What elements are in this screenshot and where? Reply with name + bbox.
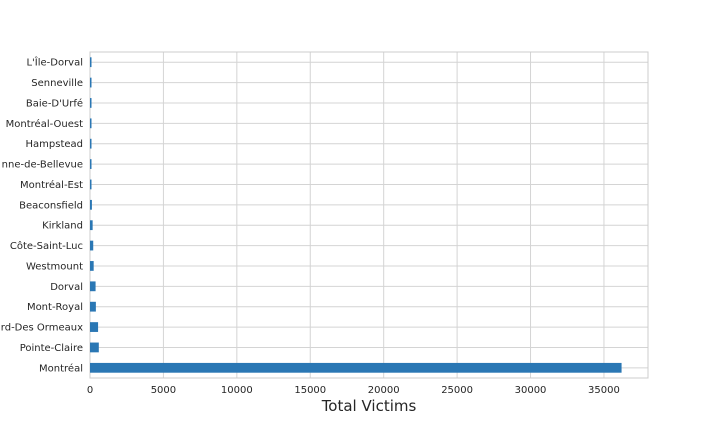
bar <box>90 179 92 190</box>
y-tick-label: Kirkland <box>42 221 83 232</box>
bar <box>90 159 92 169</box>
bars <box>90 57 622 373</box>
y-tick-label: Montréal-Est <box>20 179 83 191</box>
bar <box>90 240 94 251</box>
bar <box>90 362 622 373</box>
y-tick-label: Baie-D'Urfé <box>26 97 83 109</box>
x-tick-label: 30000 <box>515 385 547 396</box>
y-tick-label: nne-de-Bellevue <box>2 160 83 171</box>
x-tick-label: 0 <box>87 385 93 396</box>
y-tick-label: Beaconsfield <box>19 200 83 211</box>
y-tick-label: Montréal-Ouest <box>6 118 83 130</box>
y-tick-label: Pointe-Claire <box>20 343 83 354</box>
x-tick-labels: 0 5000 10000 15000 20000 25000 30000 35000 <box>87 385 620 396</box>
x-tick-label: 15000 <box>294 385 326 396</box>
y-tick-label: L'Île-Dorval <box>26 56 83 69</box>
x-tick-label: 10000 <box>221 385 253 396</box>
bar <box>90 138 92 149</box>
bar <box>90 342 99 353</box>
bar <box>90 199 92 210</box>
bar <box>90 281 96 292</box>
y-tick-label: Montréal <box>39 362 83 374</box>
bar <box>90 301 96 312</box>
bar <box>90 118 92 129</box>
y-tick-label: Côte-Saint-Luc <box>10 240 83 252</box>
y-tick-labels: Montréal Pointe-Claire rd-Des Ormeaux Mont-… <box>1 56 83 375</box>
x-tick-label: 25000 <box>441 385 473 396</box>
y-tick-label: Hampstead <box>26 139 84 150</box>
bar <box>90 261 94 271</box>
y-tick-label: rd-Des Ormeaux <box>1 323 83 334</box>
x-tick-label: 5000 <box>151 385 176 396</box>
y-tick-label: Mont-Royal <box>27 302 83 313</box>
y-tick-label: Senneville <box>31 78 83 89</box>
bar <box>90 77 92 88</box>
y-tick-label: Dorval <box>50 282 83 293</box>
x-tick-label: 20000 <box>368 385 400 396</box>
x-axis-label: Total Victims <box>321 397 417 415</box>
y-tick-label: Westmount <box>26 261 83 272</box>
x-tick-label: 35000 <box>588 385 620 396</box>
bar <box>90 220 93 231</box>
plot-area <box>89 51 649 379</box>
bar <box>90 98 92 108</box>
grid-lines <box>89 52 648 378</box>
bar <box>90 57 92 68</box>
bar <box>90 322 99 332</box>
